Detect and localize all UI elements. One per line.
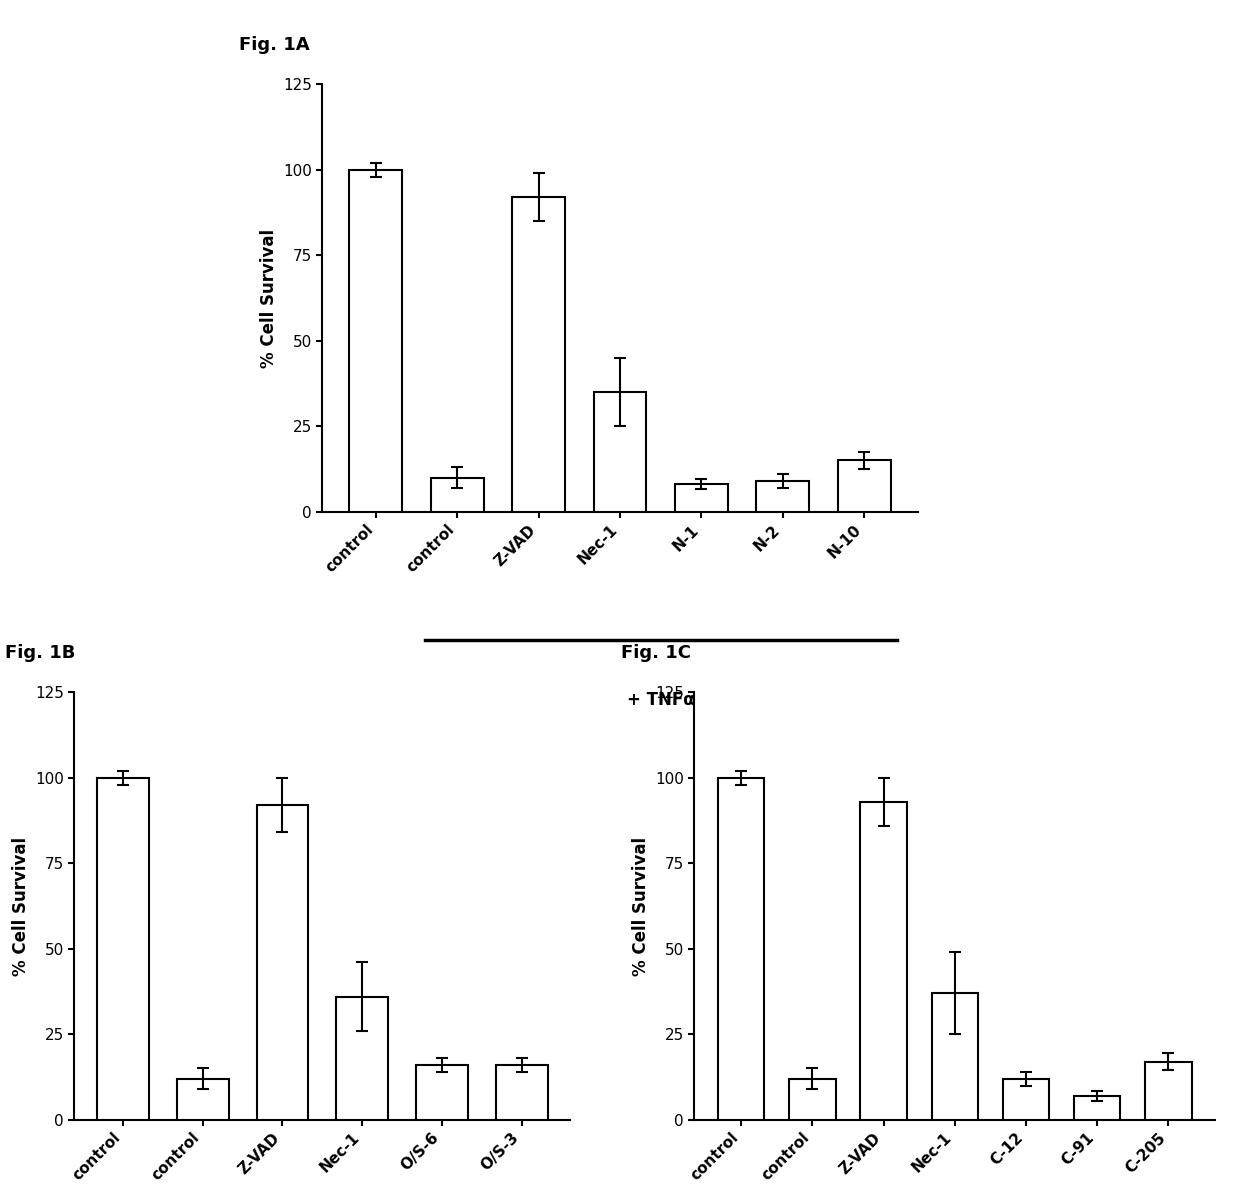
Bar — [512, 197, 565, 512]
Bar — [1003, 1079, 1049, 1120]
Text: + TNFα: + TNFα — [627, 691, 694, 709]
Bar — [790, 1079, 836, 1120]
Y-axis label: % Cell Survival: % Cell Survival — [11, 837, 30, 975]
Bar — [177, 1079, 228, 1120]
Bar — [1074, 1096, 1120, 1120]
Bar — [838, 460, 890, 512]
Bar — [756, 480, 810, 512]
Y-axis label: % Cell Survival: % Cell Survival — [631, 837, 650, 975]
Bar — [496, 1066, 548, 1120]
Bar — [97, 778, 149, 1120]
Bar — [1146, 1062, 1192, 1120]
Bar — [675, 484, 728, 512]
Bar — [861, 802, 906, 1120]
Bar — [931, 993, 978, 1120]
Text: Fig. 1C: Fig. 1C — [621, 644, 692, 662]
Bar — [350, 170, 402, 512]
Y-axis label: % Cell Survival: % Cell Survival — [259, 229, 278, 367]
Bar — [594, 393, 646, 512]
Bar — [430, 478, 484, 512]
Text: Fig. 1A: Fig. 1A — [239, 36, 310, 54]
Bar — [257, 805, 309, 1120]
Bar — [718, 778, 764, 1120]
Bar — [417, 1066, 467, 1120]
Bar — [336, 997, 388, 1120]
Text: Fig. 1B: Fig. 1B — [5, 644, 76, 662]
